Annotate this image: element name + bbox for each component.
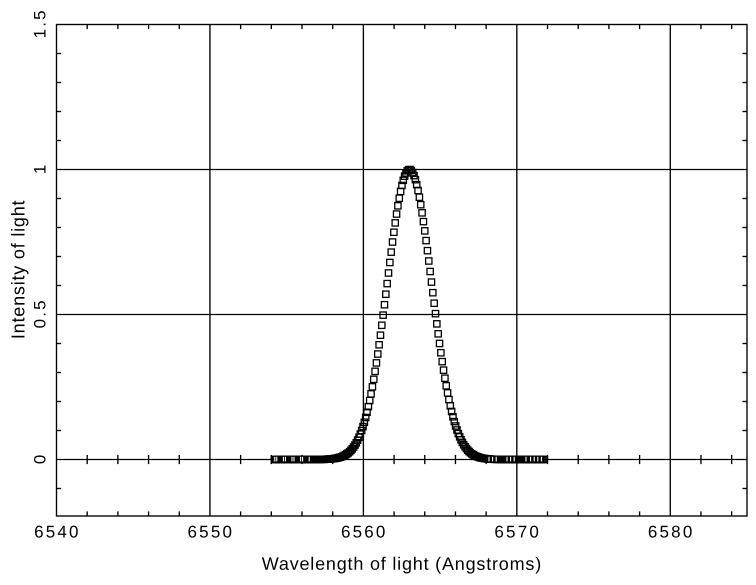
svg-text:6540: 6540 — [34, 522, 81, 541]
svg-text:1: 1 — [30, 162, 49, 174]
svg-text:Wavelength of light (Angstroms: Wavelength of light (Angstroms) — [262, 554, 542, 574]
svg-text:6560: 6560 — [341, 522, 388, 541]
svg-text:6570: 6570 — [494, 522, 541, 541]
svg-text:Intensity of light: Intensity of light — [9, 200, 29, 339]
svg-text:1.5: 1.5 — [30, 8, 49, 38]
svg-text:6550: 6550 — [188, 522, 235, 541]
svg-text:6580: 6580 — [648, 522, 695, 541]
svg-text:0.5: 0.5 — [30, 298, 49, 328]
svg-text:0: 0 — [30, 452, 49, 464]
